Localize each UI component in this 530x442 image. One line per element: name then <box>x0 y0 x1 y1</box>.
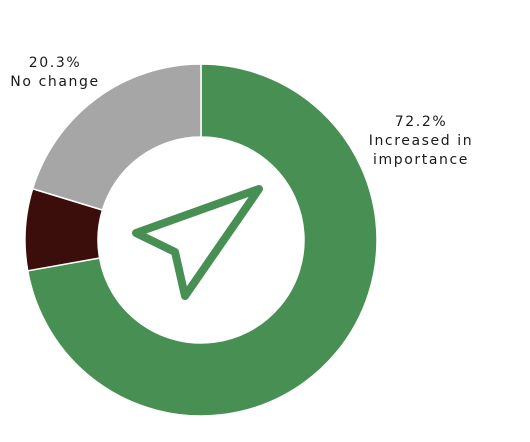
slice-no-change <box>31 63 202 211</box>
slice-label-increased-line-2: importance <box>373 152 469 168</box>
donut-slices <box>24 63 378 417</box>
slice-label-no-change-line-1: No change <box>10 74 99 90</box>
slice-label-no-change-percent: 20.3% <box>29 55 81 71</box>
paper-plane-icon <box>132 185 263 300</box>
slice-increased <box>26 63 378 417</box>
slice-label-increased-percent: 72.2% <box>395 114 447 130</box>
slice-label-increased-line-1: Increased in <box>369 133 474 149</box>
